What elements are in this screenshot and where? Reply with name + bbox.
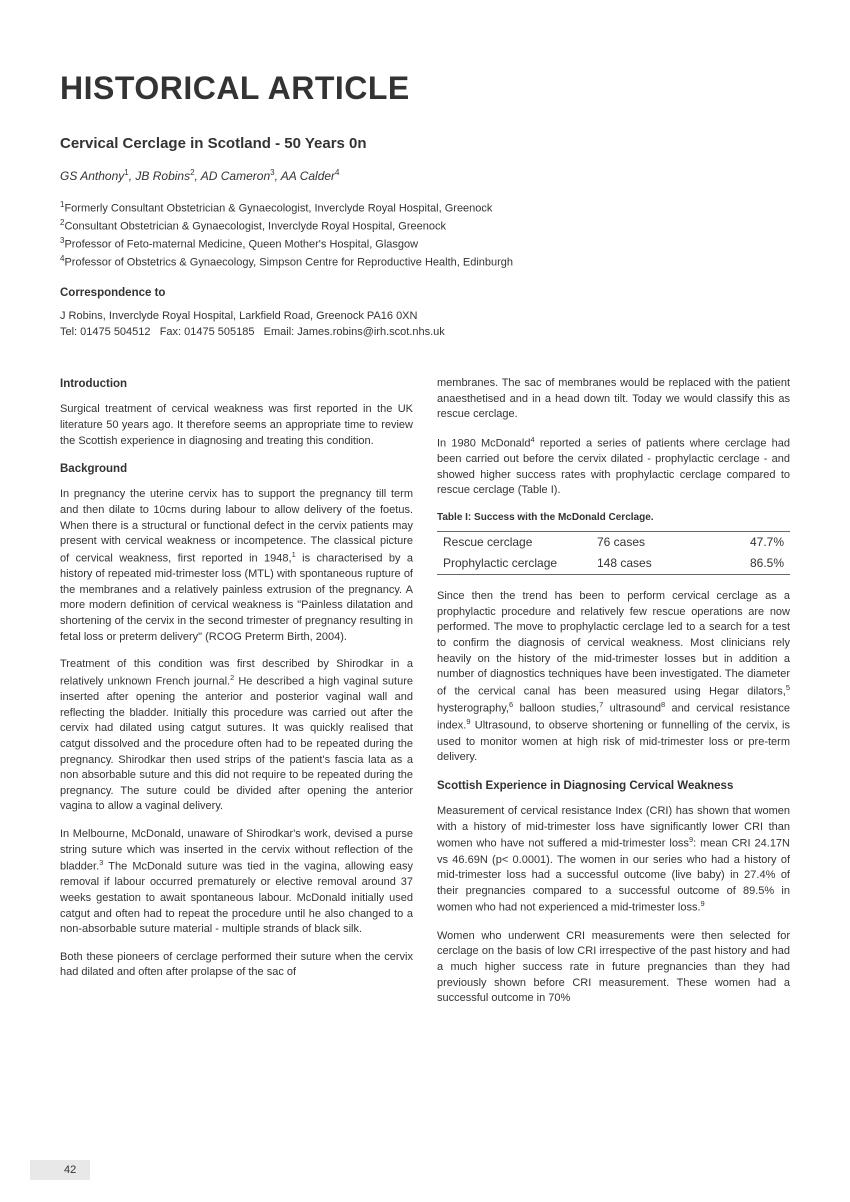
success-table: Rescue cerclage 76 cases 47.7% Prophylac… bbox=[437, 531, 790, 575]
paragraph: In pregnancy the uterine cervix has to s… bbox=[60, 487, 413, 645]
affiliation-line: 2Consultant Obstetrician & Gynaecologist… bbox=[60, 217, 790, 235]
table-cell: Rescue cerclage bbox=[443, 534, 597, 551]
section-heading-scottish: Scottish Experience in Diagnosing Cervic… bbox=[437, 778, 790, 794]
table-cell: Prophylactic cerclage bbox=[443, 555, 597, 572]
two-column-body: Introduction Surgical treatment of cervi… bbox=[60, 376, 790, 1019]
affiliation-line: 1Formerly Consultant Obstetrician & Gyna… bbox=[60, 199, 790, 217]
left-column: Introduction Surgical treatment of cervi… bbox=[60, 376, 413, 1019]
right-column: membranes. The sac of membranes would be… bbox=[437, 376, 790, 1019]
paragraph: Since then the trend has been to perform… bbox=[437, 589, 790, 766]
section-heading-background: Background bbox=[60, 461, 413, 477]
table-row: Rescue cerclage 76 cases 47.7% bbox=[437, 532, 790, 553]
paragraph: membranes. The sac of membranes would be… bbox=[437, 376, 790, 423]
affiliation-line: 4Professor of Obstetrics & Gynaecology, … bbox=[60, 253, 790, 271]
article-type-heading: HISTORICAL ARTICLE bbox=[60, 70, 790, 107]
table-cell: 86.5% bbox=[707, 555, 784, 572]
table-caption: Table I: Success with the McDonald Cercl… bbox=[437, 511, 790, 525]
affiliations-block: 1Formerly Consultant Obstetrician & Gyna… bbox=[60, 199, 790, 271]
section-heading-introduction: Introduction bbox=[60, 376, 413, 392]
paragraph: Women who underwent CRI measurements wer… bbox=[437, 929, 790, 1007]
paragraph: Treatment of this condition was first de… bbox=[60, 657, 413, 815]
paragraph: In Melbourne, McDonald, unaware of Shiro… bbox=[60, 827, 413, 938]
table-cell: 148 cases bbox=[597, 555, 707, 572]
table-row: Prophylactic cerclage 148 cases 86.5% bbox=[437, 553, 790, 574]
correspondence-body: J Robins, Inverclyde Royal Hospital, Lar… bbox=[60, 309, 790, 340]
article-title: Cervical Cerclage in Scotland - 50 Years… bbox=[60, 135, 790, 152]
paragraph: Both these pioneers of cerclage performe… bbox=[60, 950, 413, 981]
page-number: 42 bbox=[30, 1160, 90, 1180]
paragraph: In 1980 McDonald4 reported a series of p… bbox=[437, 435, 790, 499]
correspondence-heading: Correspondence to bbox=[60, 287, 790, 299]
authors-line: GS Anthony1, JB Robins2, AD Cameron3, AA… bbox=[60, 168, 790, 183]
table-cell: 76 cases bbox=[597, 534, 707, 551]
table-cell: 47.7% bbox=[707, 534, 784, 551]
paragraph: Surgical treatment of cervical weakness … bbox=[60, 402, 413, 449]
affiliation-line: 3Professor of Feto-maternal Medicine, Qu… bbox=[60, 235, 790, 253]
paragraph: Measurement of cervical resistance Index… bbox=[437, 804, 790, 917]
